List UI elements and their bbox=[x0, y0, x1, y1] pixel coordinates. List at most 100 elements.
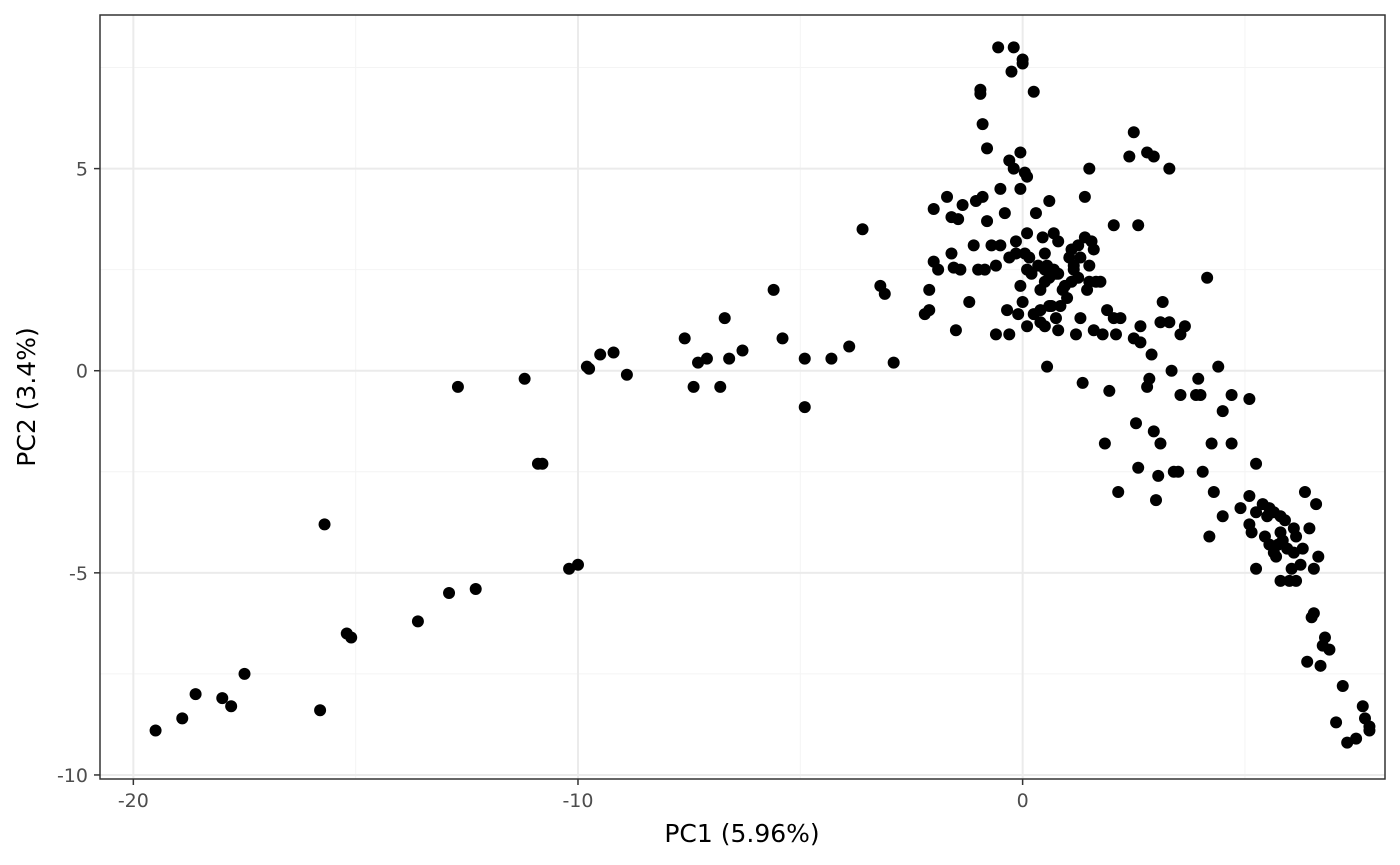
data-point bbox=[1296, 542, 1309, 555]
data-point bbox=[1074, 312, 1087, 325]
data-point bbox=[1310, 498, 1323, 511]
data-point bbox=[927, 203, 940, 216]
data-point bbox=[1123, 150, 1136, 163]
data-point bbox=[1021, 320, 1034, 333]
y-tick-label: 5 bbox=[76, 159, 88, 181]
data-point bbox=[1201, 271, 1214, 284]
data-point bbox=[941, 190, 954, 203]
data-point bbox=[1314, 659, 1327, 672]
data-point bbox=[963, 296, 976, 309]
data-point bbox=[1290, 530, 1303, 543]
data-point bbox=[974, 87, 987, 100]
data-point bbox=[1212, 360, 1225, 373]
data-point bbox=[1134, 336, 1147, 349]
y-tick-label: -10 bbox=[57, 765, 88, 787]
data-point bbox=[700, 352, 713, 365]
data-point bbox=[443, 587, 456, 600]
y-axis: -10 -5 0 5 bbox=[57, 159, 100, 787]
data-point bbox=[878, 287, 891, 300]
data-point bbox=[932, 263, 945, 276]
x-axis: -20 -10 0 bbox=[118, 779, 1029, 812]
data-point bbox=[1038, 320, 1051, 333]
data-point bbox=[714, 380, 727, 393]
x-axis-title: PC1 (5.96%) bbox=[664, 819, 819, 848]
data-point bbox=[1312, 550, 1325, 563]
data-point bbox=[620, 368, 633, 381]
data-point bbox=[1052, 235, 1065, 248]
data-point bbox=[978, 263, 991, 276]
data-point bbox=[887, 356, 900, 369]
data-point bbox=[469, 583, 482, 596]
data-point bbox=[594, 348, 607, 361]
data-point bbox=[994, 182, 1007, 195]
data-point bbox=[225, 700, 238, 713]
data-point bbox=[1041, 360, 1054, 373]
data-point bbox=[736, 344, 749, 357]
data-point bbox=[718, 312, 731, 325]
data-point bbox=[1203, 530, 1216, 543]
data-point bbox=[1130, 417, 1143, 430]
data-point bbox=[1132, 219, 1145, 232]
data-point bbox=[176, 712, 189, 725]
data-point bbox=[518, 372, 531, 385]
data-point bbox=[1069, 328, 1082, 341]
data-point bbox=[798, 352, 811, 365]
data-point bbox=[856, 223, 869, 236]
data-point bbox=[1112, 485, 1125, 498]
data-point bbox=[1216, 405, 1229, 418]
y-tick-label: 0 bbox=[76, 361, 88, 383]
data-point bbox=[1014, 182, 1027, 195]
data-point bbox=[967, 239, 980, 252]
data-point bbox=[981, 142, 994, 155]
data-point bbox=[1036, 231, 1049, 244]
data-point bbox=[1014, 279, 1027, 292]
data-point bbox=[1174, 388, 1187, 401]
data-point bbox=[1178, 320, 1191, 333]
data-point bbox=[571, 558, 584, 571]
data-point bbox=[1290, 574, 1303, 587]
data-point bbox=[1154, 316, 1167, 329]
data-point bbox=[1163, 316, 1176, 329]
data-point bbox=[189, 688, 202, 701]
data-point bbox=[1067, 259, 1080, 272]
data-point bbox=[1330, 716, 1343, 729]
data-point bbox=[985, 239, 998, 252]
data-point bbox=[843, 340, 856, 353]
data-point bbox=[723, 352, 736, 365]
data-point bbox=[1163, 162, 1176, 175]
data-point bbox=[607, 346, 620, 359]
data-point bbox=[1298, 485, 1311, 498]
data-point bbox=[678, 332, 691, 345]
data-point bbox=[1207, 485, 1220, 498]
data-point bbox=[989, 259, 1002, 272]
data-points bbox=[149, 41, 1376, 749]
data-point bbox=[1045, 300, 1058, 313]
data-point bbox=[1250, 506, 1263, 519]
data-point bbox=[1103, 384, 1116, 397]
data-point bbox=[1301, 655, 1314, 668]
data-point bbox=[1049, 312, 1062, 325]
x-tick-label: -10 bbox=[562, 790, 593, 812]
y-axis-title: PC2 (3.4%) bbox=[12, 327, 41, 466]
data-point bbox=[1323, 643, 1336, 656]
data-point bbox=[536, 457, 549, 470]
data-point bbox=[1145, 348, 1158, 361]
data-point bbox=[1363, 720, 1376, 733]
data-point bbox=[1250, 457, 1263, 470]
data-point bbox=[949, 324, 962, 337]
data-point bbox=[956, 198, 969, 211]
data-point bbox=[1147, 150, 1160, 163]
data-point bbox=[1096, 328, 1109, 341]
data-point bbox=[945, 247, 958, 260]
data-point bbox=[1303, 522, 1316, 535]
data-point bbox=[1156, 296, 1169, 309]
data-point bbox=[1114, 312, 1127, 325]
data-point bbox=[976, 118, 989, 131]
data-point bbox=[923, 304, 936, 317]
data-point bbox=[1127, 126, 1140, 139]
data-point bbox=[1074, 251, 1087, 264]
data-point bbox=[1027, 85, 1040, 98]
data-point bbox=[314, 704, 327, 717]
data-point bbox=[149, 724, 162, 737]
data-point bbox=[1225, 437, 1238, 450]
